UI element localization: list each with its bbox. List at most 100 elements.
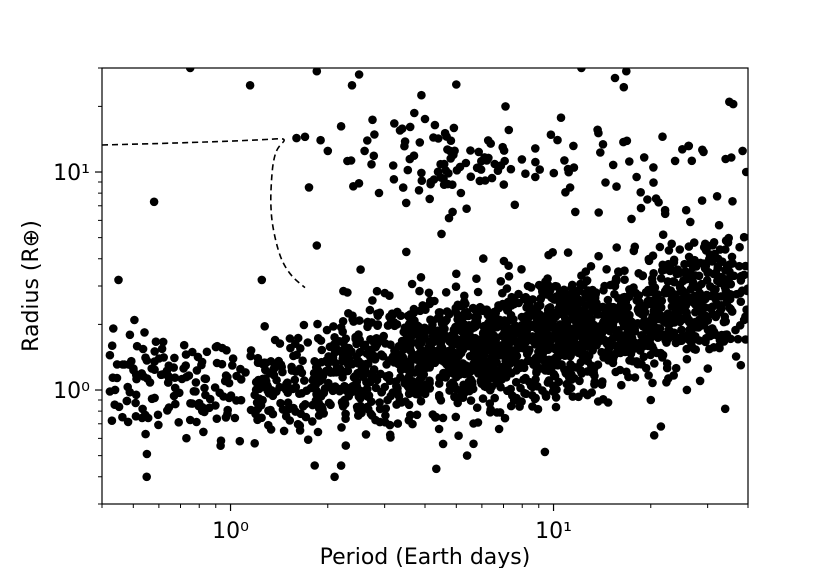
- data-point: [523, 313, 532, 323]
- scatter-points: [105, 68, 748, 482]
- data-point: [366, 377, 375, 387]
- y-tick-label: 10⁰: [53, 379, 90, 404]
- data-point: [131, 398, 140, 408]
- data-point: [596, 148, 605, 157]
- data-point: [264, 420, 273, 430]
- data-point: [484, 153, 493, 163]
- data-point: [598, 140, 608, 149]
- data-point: [646, 317, 656, 327]
- data-point: [623, 322, 632, 332]
- data-point: [733, 334, 743, 344]
- data-point: [334, 346, 344, 356]
- data-point: [322, 325, 332, 335]
- data-point: [339, 338, 348, 348]
- data-point: [683, 334, 693, 344]
- data-point: [741, 167, 748, 177]
- data-point: [552, 292, 561, 301]
- data-point: [319, 409, 329, 418]
- data-point: [585, 312, 594, 322]
- data-point: [424, 288, 434, 298]
- data-point: [452, 385, 461, 394]
- data-point: [458, 335, 468, 345]
- data-point: [219, 392, 228, 401]
- data-point: [453, 315, 462, 324]
- data-point: [670, 156, 680, 166]
- data-point: [371, 415, 380, 425]
- data-point: [472, 274, 481, 284]
- data-point: [360, 367, 370, 377]
- data-point: [478, 394, 488, 403]
- data-point: [638, 308, 648, 318]
- data-point: [185, 68, 195, 73]
- data-point: [430, 296, 439, 306]
- data-point: [563, 248, 573, 257]
- data-point: [632, 357, 642, 366]
- data-point: [509, 315, 518, 324]
- data-point: [295, 389, 304, 399]
- data-point: [734, 261, 744, 271]
- data-point: [460, 308, 470, 317]
- data-point: [403, 358, 412, 367]
- data-point: [741, 312, 748, 321]
- data-point: [687, 320, 696, 330]
- data-point: [527, 321, 536, 331]
- data-point: [686, 284, 696, 294]
- data-point: [619, 137, 628, 147]
- data-point: [491, 308, 501, 318]
- data-point: [150, 347, 159, 356]
- data-point: [576, 279, 585, 289]
- data-point: [417, 370, 426, 380]
- data-point: [355, 316, 364, 325]
- data-point: [452, 80, 461, 89]
- data-point: [205, 394, 215, 404]
- data-point: [224, 378, 234, 388]
- data-point: [300, 400, 310, 409]
- data-point: [250, 439, 259, 448]
- y-axis-label: Radius (R⊕): [19, 220, 44, 352]
- data-point: [404, 383, 414, 393]
- data-point: [475, 363, 485, 372]
- data-point: [544, 376, 554, 385]
- data-point: [417, 168, 426, 178]
- data-point: [150, 357, 159, 366]
- data-point: [287, 362, 296, 372]
- data-point: [537, 317, 546, 327]
- data-point: [235, 436, 245, 446]
- data-point: [291, 339, 300, 349]
- data-point: [598, 302, 608, 312]
- data-point: [222, 346, 231, 355]
- data-point: [415, 138, 425, 147]
- data-point: [329, 322, 338, 331]
- data-point: [405, 122, 415, 132]
- data-point: [668, 296, 678, 305]
- data-point: [110, 400, 119, 410]
- data-point: [462, 368, 472, 378]
- data-point: [644, 371, 653, 380]
- data-point: [462, 329, 471, 338]
- data-point: [132, 341, 142, 351]
- data-point: [410, 108, 419, 118]
- data-point: [347, 385, 357, 395]
- data-point: [638, 322, 648, 331]
- data-point: [329, 340, 339, 349]
- data-point: [684, 242, 694, 251]
- data-point: [154, 420, 163, 430]
- data-point: [386, 391, 396, 401]
- data-point: [217, 359, 227, 369]
- data-point: [252, 398, 262, 407]
- data-point: [352, 352, 361, 361]
- data-point: [608, 160, 618, 170]
- data-point: [697, 321, 706, 330]
- data-point: [610, 289, 619, 299]
- data-point: [414, 186, 424, 195]
- data-point: [131, 390, 141, 400]
- data-point: [451, 282, 461, 292]
- data-point: [228, 354, 238, 363]
- data-point: [313, 319, 322, 329]
- data-point: [417, 176, 427, 185]
- data-point: [556, 113, 566, 122]
- data-point: [682, 385, 692, 395]
- data-point: [389, 175, 399, 184]
- data-point: [504, 328, 513, 338]
- data-point: [223, 405, 232, 415]
